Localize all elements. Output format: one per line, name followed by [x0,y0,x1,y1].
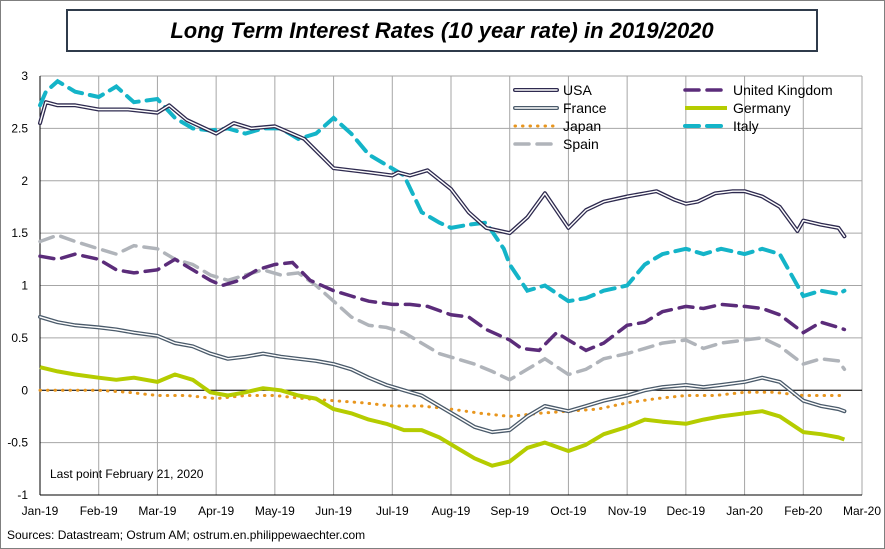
legend-label: United Kingdom [733,82,833,98]
x-tick-label: Mar-20 [843,504,881,518]
legend-label: Italy [733,118,759,134]
legend-label: Spain [563,136,599,152]
y-tick-label: 2 [21,174,28,188]
y-tick-label: 0.5 [11,331,28,345]
x-tick-label: Jul-19 [376,504,409,518]
legend-item-germany: Germany [685,100,791,116]
x-tick-label: Jan-19 [22,504,59,518]
y-tick-label: 0 [21,383,28,397]
series-germany [39,365,846,468]
y-tick-label: 2.5 [11,121,28,135]
legend: USA United Kingdom France Germany Japan Italy… [513,82,833,152]
legend-item-spain: Spain [513,136,599,152]
series-line [38,388,846,418]
y-tick-label: 3 [21,69,28,83]
y-tick-labels: 3 2.5 2 1.5 1 0.5 0 -0.5 -1 [7,69,28,502]
x-tick-label: Nov-19 [608,504,647,518]
x-tick-label: Jan-20 [726,504,763,518]
series-usa [38,100,847,239]
x-tick-label: Feb-20 [784,504,822,518]
last-point-note: Last point February 21, 2020 [50,467,204,481]
x-tick-label: May-19 [255,504,295,518]
series-line [39,365,846,468]
y-tick-label: 1.5 [11,226,28,240]
legend-item-united-kingdom: United Kingdom [683,82,833,98]
legend-item-italy: Italy [683,118,759,134]
legend-label: Japan [563,118,601,134]
series-lines [38,78,847,468]
legend-label: France [563,100,607,116]
x-tick-label: Feb-19 [80,504,118,518]
series-italy [38,78,847,304]
x-tick-labels: Jan-19 Feb-19 Mar-19 Apr-19 May-19 Jun-19 Jul-… [22,504,882,518]
x-tick-label: Dec-19 [667,504,706,518]
series-line-inner [39,101,846,237]
legend-item-japan: Japan [513,118,601,134]
legend-item-france: France [513,100,607,116]
legend-label: USA [563,82,592,98]
series-line-outer [38,100,847,239]
series-line [38,78,847,304]
legend-item-usa: USA [513,82,592,98]
y-tick-label: -1 [17,488,28,502]
y-tick-label: -0.5 [7,436,28,450]
x-tick-label: Sep-19 [490,504,529,518]
grid [39,75,863,496]
series-france [38,314,847,435]
series-japan [38,388,846,418]
chart-title-box: Long Term Interest Rates (10 year rate) … [66,9,818,52]
source-note: Sources: Datastream; Ostrum AM; ostrum.e… [7,528,365,542]
series-united-kingdom [38,252,847,353]
legend-label: Germany [733,100,791,116]
series-line-inner [39,316,846,433]
x-tick-label: Mar-19 [138,504,176,518]
series-spain [38,233,847,382]
x-tick-label: Oct-19 [550,504,586,518]
chart-title: Long Term Interest Rates (10 year rate) … [170,17,714,43]
x-tick-label: Aug-19 [432,504,471,518]
x-tick-label: Jun-19 [315,504,352,518]
series-line [38,233,847,382]
series-line [38,252,847,353]
x-tick-label: Apr-19 [198,504,234,518]
y-tick-label: 1 [21,279,28,293]
axes [39,76,862,496]
